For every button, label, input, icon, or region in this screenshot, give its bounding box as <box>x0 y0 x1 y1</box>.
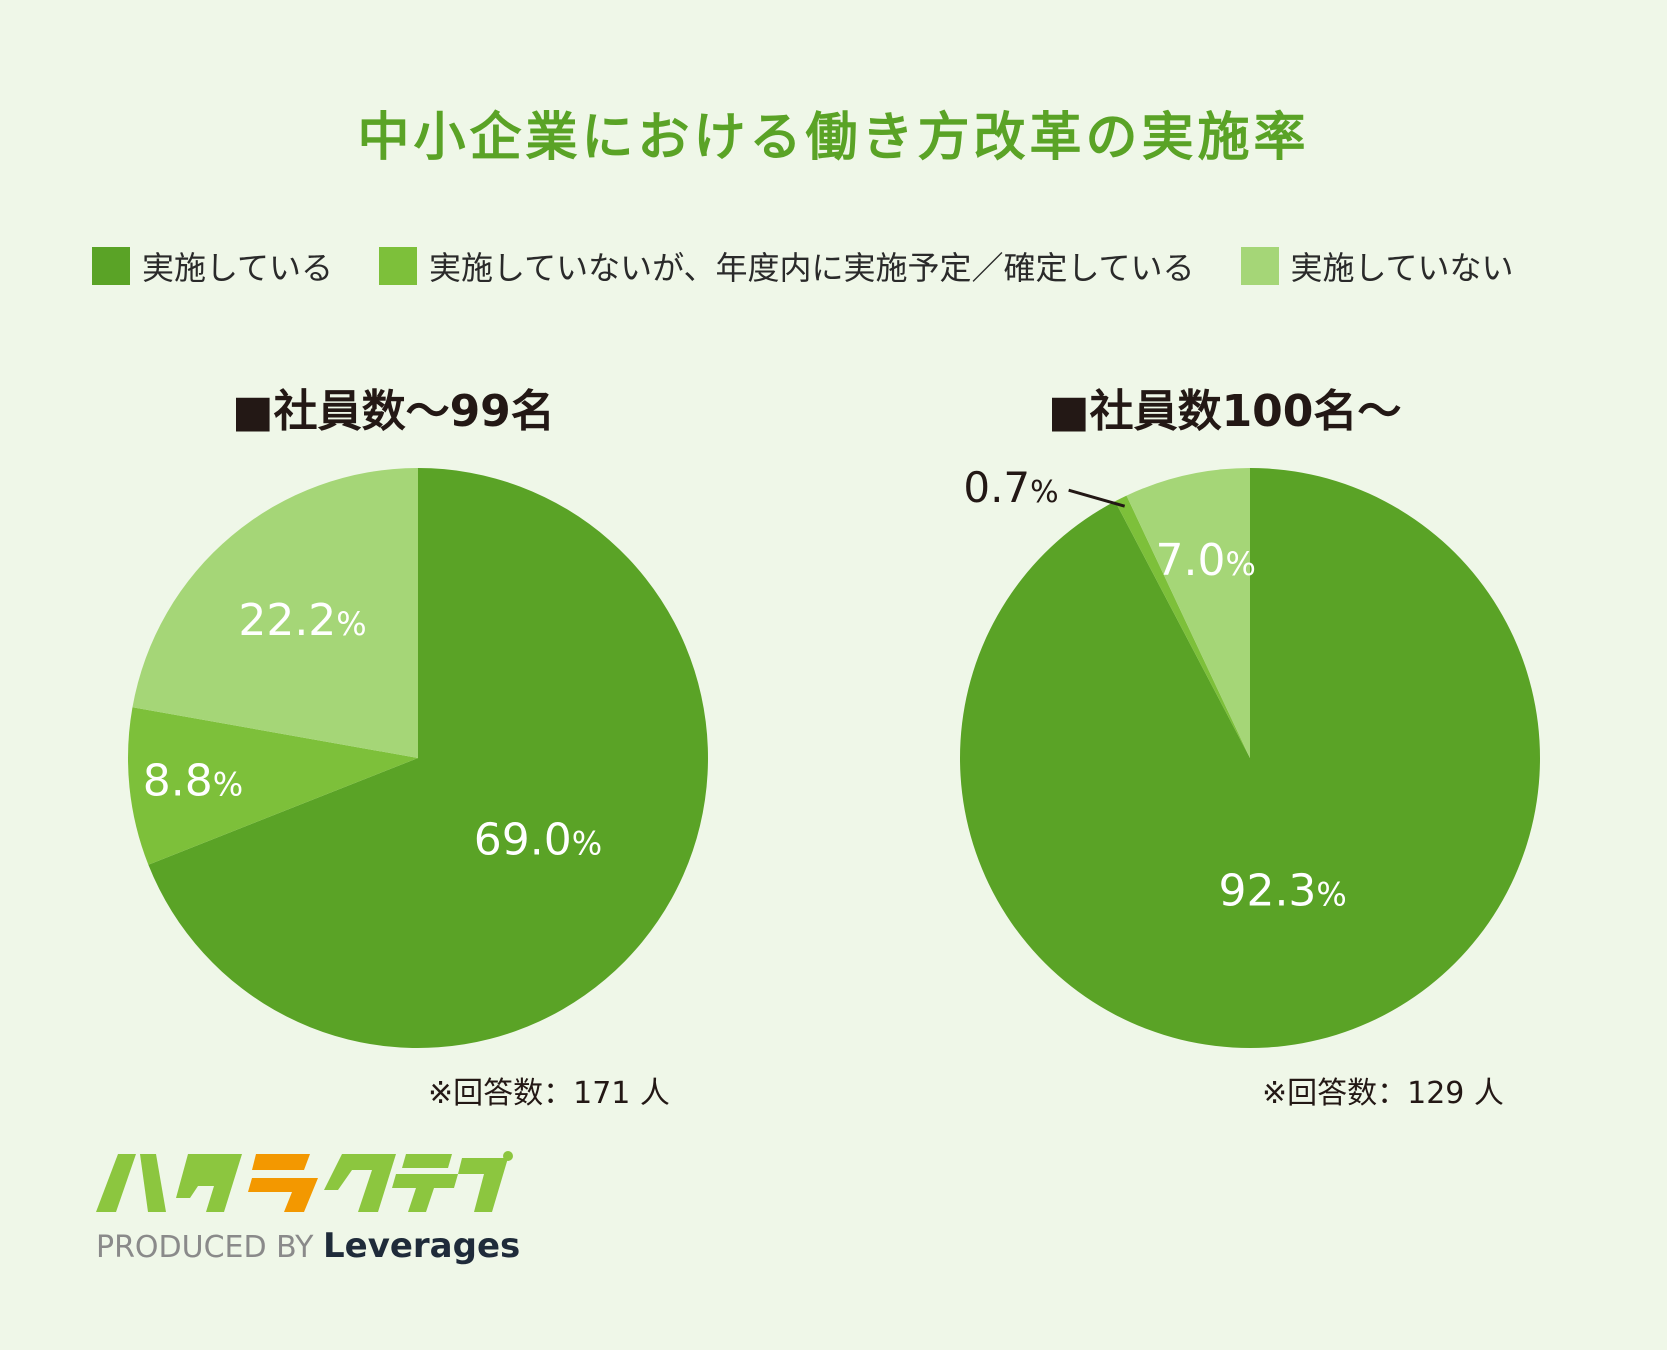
response-count-note-large: ※回答数：129 人 <box>1262 1076 1504 1111</box>
response-count-note-small: ※回答数：171 人 <box>428 1076 670 1111</box>
pie-slice <box>1115 495 1250 758</box>
pie-slice-label: 8.8% <box>143 756 243 807</box>
legend-label: 実施していないが、年度内に実施予定／確定している <box>429 249 1195 287</box>
legend-label: 実施している <box>142 249 334 287</box>
pie-chart-small: 69.0% 8.8% 22.2% <box>128 468 709 1048</box>
logo-mark <box>96 1148 520 1218</box>
logo-mark-graphic <box>96 1151 513 1212</box>
logo-tagline: PRODUCED BY Leverages <box>96 1226 520 1266</box>
pie-chart-large: 92.3% 0.7% 7.0% <box>959 463 1540 1048</box>
callout-leader-line <box>1068 488 1126 508</box>
pie-slice <box>128 707 418 865</box>
legend-item-not-implemented: 実施していない <box>1240 243 1514 289</box>
legend-item-planned: 実施していないが、年度内に実施予定／確定している <box>379 243 1195 289</box>
produced-by-text: PRODUCED BY <box>96 1230 314 1265</box>
pie-title-large: ■社員数100名～ <box>1048 386 1402 437</box>
legend-item-implemented: 実施している <box>92 243 333 289</box>
pie-slice <box>1126 468 1250 758</box>
pie-slice-label: 7.0% <box>1156 535 1256 586</box>
pie-slice-label: 69.0% <box>474 815 602 866</box>
pie-slice <box>148 468 709 1048</box>
legend-swatch <box>92 247 130 285</box>
pie-slice-label: 92.3% <box>1218 865 1346 916</box>
pie-slice-label: 22.2% <box>238 595 366 646</box>
pie-title-small: ■社員数～99名 <box>232 386 555 437</box>
pie-slice <box>132 468 418 758</box>
legend-swatch <box>1240 247 1279 285</box>
legend-swatch <box>379 247 418 285</box>
chart-title-main: 中小企業における働き方改革の実施率 <box>357 108 1310 168</box>
pie-slice-callout-label: 0.7% <box>963 463 1058 512</box>
hataractive-logo: PRODUCED BY Leverages <box>96 1148 520 1266</box>
leverages-brand: Leverages <box>322 1226 521 1266</box>
legend: 実施している 実施していないが、年度内に実施予定／確定している 実施していない <box>92 242 1514 290</box>
legend-label: 実施していない <box>1290 249 1514 287</box>
